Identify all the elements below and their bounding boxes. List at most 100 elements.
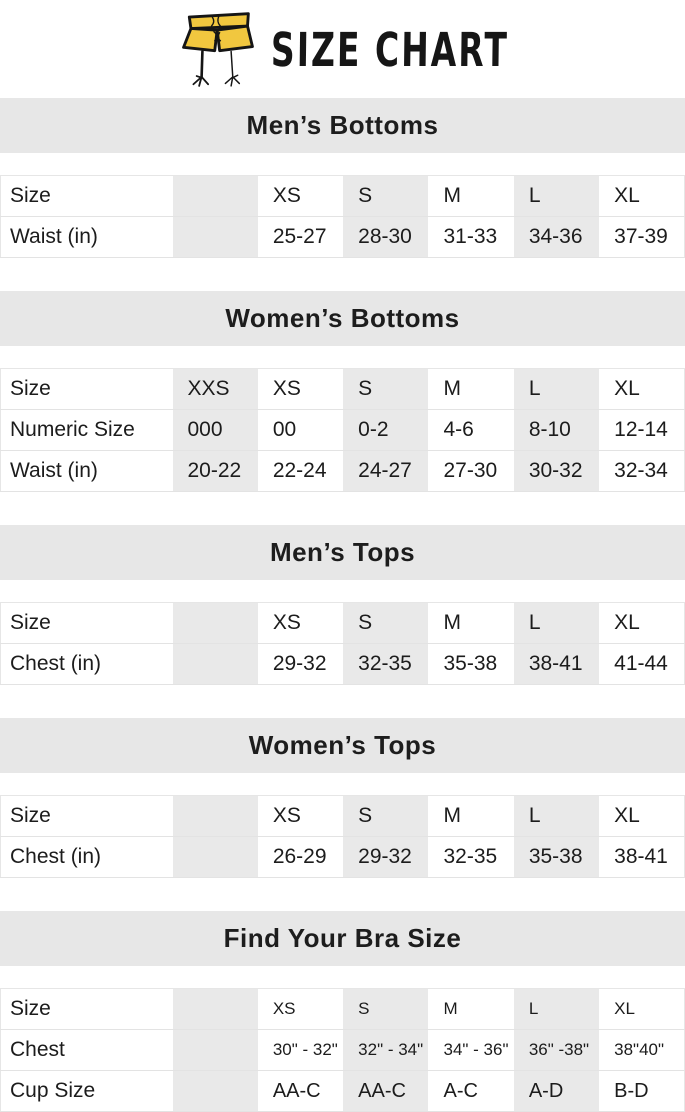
cell-value: S: [343, 795, 429, 837]
cell-value: [172, 836, 258, 878]
cell-value: 32-35: [343, 643, 429, 685]
table-row: Size XS S M L XL: [0, 795, 685, 837]
table-row: Chest (in) 26-29 29-32 32-35 35-38 38-41: [0, 836, 685, 878]
row-label: Chest (in): [0, 643, 173, 685]
row-label: Chest: [0, 1029, 173, 1071]
cell-value: 37-39: [599, 216, 685, 258]
table-row: Size XS S M L XL: [0, 175, 685, 217]
row-label: Size: [0, 602, 173, 644]
cell-value: XS: [257, 175, 344, 217]
table-row: Waist (in) 20-22 22-24 24-27 27-30 30-32 32-34: [0, 450, 685, 492]
cell-value: XS: [257, 602, 344, 644]
section-title-bar: Men’s Bottoms: [0, 98, 685, 153]
cell-value: [172, 1029, 258, 1071]
section-title: Men’s Bottoms: [246, 110, 439, 140]
cell-value: L: [513, 602, 600, 644]
cell-value: 0-2: [343, 409, 429, 451]
cell-value: 36" -38": [513, 1029, 600, 1071]
cell-value: [172, 643, 258, 685]
row-label: Size: [0, 988, 173, 1030]
cell-value: 35-38: [428, 643, 514, 685]
section-womens-bottoms: Women’s Bottoms Size XXS XS S M L XL Numeric Si…: [0, 291, 685, 492]
cell-value: [172, 602, 258, 644]
table-row: Chest 30" - 32" 32" - 34" 34" - 36" 36" -38"…: [0, 1029, 685, 1071]
cell-value: AA-C: [343, 1070, 429, 1112]
cell-value: XXS: [172, 368, 258, 410]
cell-value: 8-10: [513, 409, 600, 451]
table-row: Numeric Size 000 00 0-2 4-6 8-10 12-14: [0, 409, 685, 451]
cell-value: L: [513, 368, 600, 410]
cell-value: A-D: [513, 1070, 600, 1112]
cell-value: 12-14: [599, 409, 685, 451]
cell-value: 38-41: [513, 643, 600, 685]
row-label: Size: [0, 175, 173, 217]
page-title: SIZE CHART: [270, 21, 509, 77]
cell-value: L: [513, 175, 600, 217]
cell-value: 34" - 36": [428, 1029, 514, 1071]
cell-value: XS: [257, 368, 344, 410]
cell-value: 41-44: [599, 643, 685, 685]
cell-value: M: [428, 602, 514, 644]
cell-value: 000: [172, 409, 258, 451]
row-label: Chest (in): [0, 836, 173, 878]
row-label: Size: [0, 795, 173, 837]
section-title-bar: Women’s Bottoms: [0, 291, 685, 346]
shorts-with-bird-legs-icon: [177, 9, 259, 89]
section-title-bar: Find Your Bra Size: [0, 911, 685, 966]
row-label: Numeric Size: [0, 409, 173, 451]
cell-value: 30" - 32": [257, 1029, 344, 1071]
cell-value: XS: [257, 795, 344, 837]
cell-value: XL: [599, 175, 685, 217]
section-title-bar: Men’s Tops: [0, 525, 685, 580]
row-label: Waist (in): [0, 216, 173, 258]
cell-value: 29-32: [343, 836, 429, 878]
cell-value: 38-41: [599, 836, 685, 878]
cell-value: M: [428, 175, 514, 217]
row-label: Cup Size: [0, 1070, 173, 1112]
section-mens-tops: Men’s Tops Size XS S M L XL Chest (in) 29-32 32-…: [0, 525, 685, 685]
cell-value: 00: [257, 409, 344, 451]
cell-value: [172, 1070, 258, 1112]
section-title: Men’s Tops: [269, 537, 416, 567]
cell-value: XL: [599, 988, 685, 1030]
section-title-bar: Women’s Tops: [0, 718, 685, 773]
cell-value: [172, 988, 258, 1030]
cell-value: M: [428, 988, 514, 1030]
cell-value: 35-38: [513, 836, 600, 878]
logo-header: SIZE CHART: [0, 0, 685, 98]
cell-value: 29-32: [257, 643, 344, 685]
cell-value: 34-36: [513, 216, 600, 258]
table-row: Size XS S M L XL: [0, 602, 685, 644]
size-table-womens-tops: Size XS S M L XL Chest (in) 26-29 29-32 32-35 35-3…: [0, 795, 685, 878]
section-womens-tops: Women’s Tops Size XS S M L XL Chest (in) 26-29 2…: [0, 718, 685, 878]
row-label: Size: [0, 368, 173, 410]
section-bra-size: Find Your Bra Size Size XS S M L XL Chest 30" -…: [0, 911, 685, 1112]
cell-value: 32" - 34": [343, 1029, 429, 1071]
section-mens-bottoms: Men’s Bottoms Size XS S M L XL Waist (in) 25-27…: [0, 98, 685, 258]
cell-value: 26-29: [257, 836, 344, 878]
cell-value: S: [343, 602, 429, 644]
section-title: Women’s Tops: [248, 730, 437, 760]
cell-value: 27-30: [428, 450, 514, 492]
cell-value: 32-34: [599, 450, 685, 492]
cell-value: L: [513, 988, 600, 1030]
cell-value: [172, 175, 258, 217]
cell-value: [172, 216, 258, 258]
cell-value: 25-27: [257, 216, 344, 258]
cell-value: 4-6: [428, 409, 514, 451]
cell-value: 31-33: [428, 216, 514, 258]
cell-value: 28-30: [343, 216, 429, 258]
cell-value: S: [343, 368, 429, 410]
cell-value: M: [428, 795, 514, 837]
section-title: Find Your Bra Size: [223, 923, 462, 953]
cell-value: XS: [257, 988, 344, 1030]
cell-value: 20-22: [172, 450, 258, 492]
cell-value: 24-27: [343, 450, 429, 492]
table-row: Chest (in) 29-32 32-35 35-38 38-41 41-44: [0, 643, 685, 685]
cell-value: M: [428, 368, 514, 410]
table-row: Waist (in) 25-27 28-30 31-33 34-36 37-39: [0, 216, 685, 258]
table-row: Size XS S M L XL: [0, 988, 685, 1030]
cell-value: S: [343, 175, 429, 217]
cell-value: L: [513, 795, 600, 837]
